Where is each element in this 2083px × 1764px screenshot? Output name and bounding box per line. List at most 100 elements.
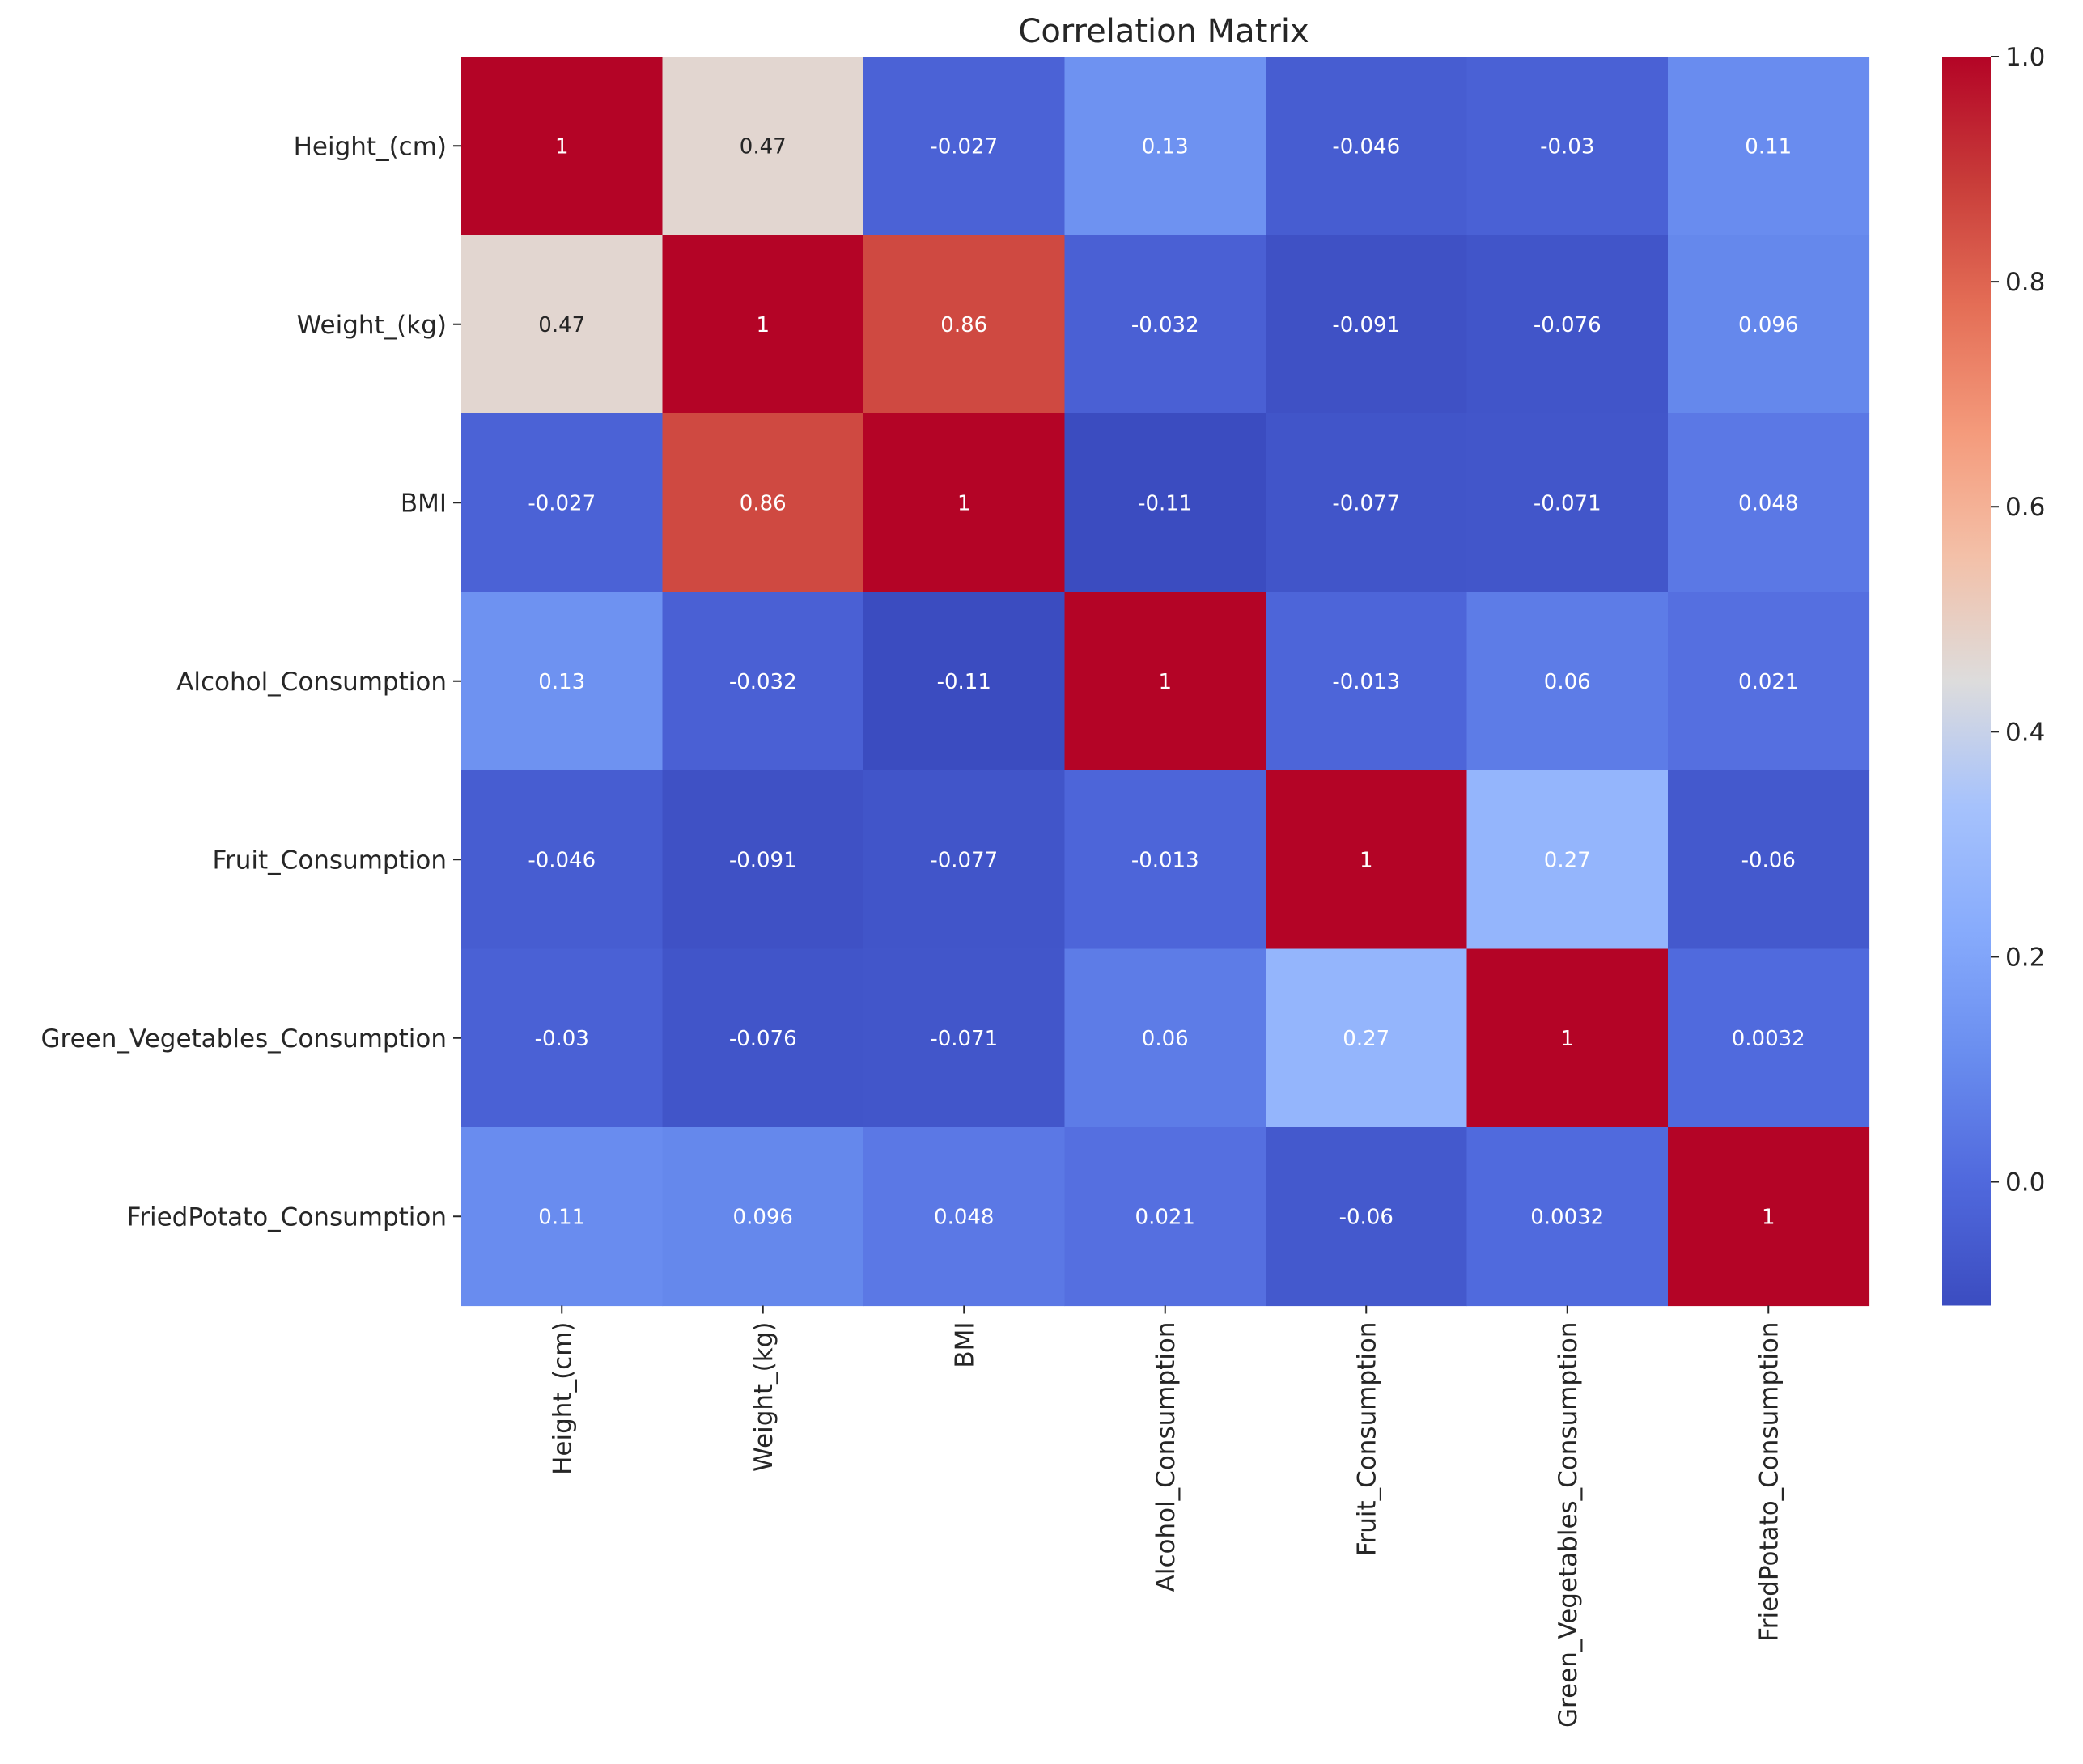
cell-value-label: 1 (1360, 848, 1373, 872)
cell-value-label: 0.06 (1544, 670, 1591, 694)
heatmap-cell-friedpotato-consumption-weight-kg (662, 1127, 864, 1307)
cell-value-label: -0.11 (1138, 491, 1192, 515)
heatmap-cell-height-cm-weight-kg (662, 57, 864, 236)
y-tick-label-bmi: BMI (401, 489, 447, 518)
cell-value-label: -0.076 (729, 1027, 797, 1051)
heatmap-cell-alcohol-consumption-height-cm (461, 592, 664, 771)
heatmap-cell-bmi-green-vegetables-consumption (1466, 413, 1669, 593)
heatmap-cell-alcohol-consumption-bmi (863, 592, 1066, 771)
cell-value-label: 0.048 (1738, 491, 1798, 515)
heatmap-cell-green-vegetables-consumption-friedpotato-consumption (1668, 948, 1870, 1128)
cell-value-label: -0.032 (1131, 313, 1199, 337)
heatmap-cell-bmi-height-cm (461, 413, 664, 593)
heatmap-cell-weight-kg-alcohol-consumption (1064, 235, 1266, 414)
y-tick-label-alcohol-consumption: Alcohol_Consumption (176, 668, 447, 697)
cell-value-label: 1 (756, 313, 770, 337)
heatmap-cell-alcohol-consumption-alcohol-consumption (1064, 592, 1266, 771)
cell-value-label: 0.13 (538, 670, 585, 694)
cell-value-label: 1 (957, 491, 971, 515)
heatmap-cell-alcohol-consumption-fruit-consumption (1266, 592, 1468, 771)
cell-value-label: 0.86 (740, 491, 787, 515)
heatmap-cell-bmi-weight-kg (662, 413, 864, 593)
heatmap-cell-fruit-consumption-alcohol-consumption (1064, 770, 1266, 950)
y-tick-label-fruit-consumption: Fruit_Consumption (212, 846, 447, 875)
cell-value-label: -0.11 (937, 670, 991, 694)
heatmap-cell-green-vegetables-consumption-weight-kg (662, 948, 864, 1128)
cell-value-label: 0.13 (1142, 134, 1189, 159)
heatmap-cell-height-cm-fruit-consumption (1266, 57, 1468, 236)
heatmap-cell-friedpotato-consumption-fruit-consumption (1266, 1127, 1468, 1307)
cell-value-label: 0.47 (538, 313, 585, 337)
heatmap-cell-fruit-consumption-bmi (863, 770, 1066, 950)
cell-value-label: -0.091 (1332, 313, 1400, 337)
heatmap-cell-green-vegetables-consumption-height-cm (461, 948, 664, 1128)
cell-value-label: 0.86 (940, 313, 987, 337)
x-tick-label-friedpotato-consumption: FriedPotato_Consumption (1754, 1322, 1784, 1642)
x-tick-label-bmi: BMI (950, 1322, 979, 1368)
heatmap-cell-green-vegetables-consumption-green-vegetables-consumption (1466, 948, 1669, 1128)
cell-value-label: -0.071 (1534, 491, 1601, 515)
heatmap-cell-weight-kg-height-cm (461, 235, 664, 414)
heatmap-cell-bmi-friedpotato-consumption (1668, 413, 1870, 593)
cell-value-label: -0.071 (930, 1027, 998, 1051)
heatmap-cell-weight-kg-green-vegetables-consumption (1466, 235, 1669, 414)
heatmap-cell-bmi-fruit-consumption (1266, 413, 1468, 593)
cell-value-label: 0.0032 (1530, 1205, 1604, 1229)
heatmap-cell-friedpotato-consumption-height-cm (461, 1127, 664, 1307)
heatmap-cell-fruit-consumption-fruit-consumption (1266, 770, 1468, 950)
cell-value-label: 0.096 (1738, 313, 1798, 337)
cell-value-label: 0.0032 (1732, 1027, 1805, 1051)
heatmap-cell-friedpotato-consumption-bmi (863, 1127, 1066, 1307)
x-tick-label-green-vegetables-consumption: Green_Vegetables_Consumption (1554, 1322, 1583, 1728)
heatmap-cell-height-cm-green-vegetables-consumption (1466, 57, 1669, 236)
colorbar-tick-label: 1.0 (2005, 43, 2045, 72)
heatmap-cell-height-cm-friedpotato-consumption (1668, 57, 1870, 236)
cell-value-label: -0.077 (930, 848, 998, 872)
cell-value-label: 0.27 (1343, 1027, 1389, 1051)
x-tick-label-weight-kg: Weight_(kg) (749, 1322, 778, 1472)
cell-value-label: -0.013 (1332, 670, 1400, 694)
cell-value-label: -0.046 (528, 848, 596, 872)
heatmap-cell-friedpotato-consumption-friedpotato-consumption (1668, 1127, 1870, 1307)
heatmap-cell-weight-kg-bmi (863, 235, 1066, 414)
cell-value-label: 0.06 (1142, 1027, 1189, 1051)
heatmap-cells (461, 57, 1870, 1307)
heatmap-cell-fruit-consumption-height-cm (461, 770, 664, 950)
cell-value-label: 0.11 (538, 1205, 585, 1229)
heatmap-cell-friedpotato-consumption-green-vegetables-consumption (1466, 1127, 1669, 1307)
cell-value-label: 0.048 (934, 1205, 994, 1229)
x-axis: Height_(cm) Weight_(kg) BMI Alcohol_Consump… (548, 1305, 1784, 1728)
cell-value-label: -0.027 (930, 134, 998, 159)
heatmap-cell-fruit-consumption-weight-kg (662, 770, 864, 950)
y-tick-label-height-cm: Height_(cm) (294, 132, 447, 161)
chart-title: Correlation Matrix (1018, 13, 1309, 50)
cell-value-label: -0.027 (528, 491, 596, 515)
colorbar-gradient (1942, 57, 1991, 1306)
y-tick-label-weight-kg: Weight_(kg) (297, 311, 447, 340)
heatmap-annotations: 1 0.47 -0.027 0.13 -0.046 -0.03 0.11 0.47 1 0.86 -… (528, 134, 1805, 1229)
cell-value-label: 0.47 (740, 134, 787, 159)
cell-value-label: 1 (555, 134, 569, 159)
cell-value-label: 0.27 (1544, 848, 1591, 872)
heatmap-cell-fruit-consumption-friedpotato-consumption (1668, 770, 1870, 950)
cell-value-label: 1 (1560, 1027, 1574, 1051)
cell-value-label: -0.046 (1332, 134, 1400, 159)
x-tick-label-alcohol-consumption: Alcohol_Consumption (1152, 1322, 1181, 1592)
heatmap-cell-friedpotato-consumption-alcohol-consumption (1064, 1127, 1266, 1307)
cell-value-label: 0.021 (1738, 670, 1798, 694)
cell-value-label: 1 (1158, 670, 1172, 694)
colorbar-tick-label: 0.8 (2005, 268, 2045, 297)
cell-value-label: -0.03 (535, 1027, 589, 1051)
cell-value-label: -0.077 (1332, 491, 1400, 515)
cell-value-label: -0.032 (729, 670, 797, 694)
colorbar-tick-label: 0.2 (2005, 943, 2045, 972)
cell-value-label: -0.076 (1534, 313, 1601, 337)
cell-value-label: -0.06 (1339, 1205, 1394, 1229)
cell-value-label: 1 (1762, 1205, 1775, 1229)
colorbar-tick-label: 0.4 (2005, 718, 2045, 747)
cell-value-label: -0.013 (1131, 848, 1199, 872)
colorbar: 0.0 0.2 0.4 0.6 0.8 1.0 (1942, 43, 2045, 1306)
heatmap-cell-alcohol-consumption-weight-kg (662, 592, 864, 771)
heatmap-cell-green-vegetables-consumption-fruit-consumption (1266, 948, 1468, 1128)
